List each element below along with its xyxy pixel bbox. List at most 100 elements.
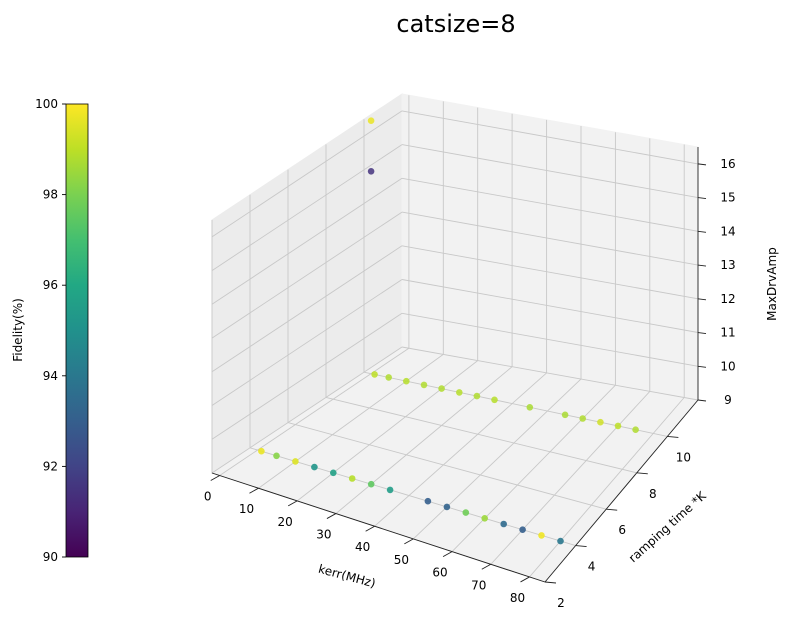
grid-x-floor — [335, 366, 513, 514]
data-point — [579, 415, 586, 422]
grid-z-back — [401, 279, 699, 333]
grid-x-floor — [451, 384, 616, 552]
data-point — [292, 458, 299, 465]
y-tick-mark — [667, 435, 679, 438]
grid-z-left — [211, 245, 403, 373]
data-point — [456, 389, 463, 396]
x-tick-mark — [481, 563, 492, 570]
x-tick-mark — [326, 513, 337, 519]
grid-z-left — [211, 211, 403, 339]
data-point — [462, 509, 470, 516]
z-tick-mark — [697, 163, 707, 166]
axis-lines — [211, 147, 699, 583]
x-tick-label: 40 — [355, 540, 370, 554]
z-tick-mark — [697, 365, 707, 368]
chart-title: catsize=8 — [396, 10, 515, 38]
grid-x-floor — [412, 378, 582, 540]
grid-z-back — [401, 245, 699, 300]
data-point — [538, 532, 545, 539]
z-tick-mark — [697, 264, 707, 267]
grid-z-left — [211, 279, 403, 406]
data-point — [597, 418, 604, 426]
x-tick-label: 30 — [316, 528, 331, 542]
z-tick-label: 12 — [720, 292, 735, 306]
colorbar-ticks: 90 92 94 96 98 100 — [35, 97, 66, 564]
z-tick-mark — [697, 298, 707, 301]
x-tick-label: 0 — [204, 490, 212, 504]
grid-z-left — [211, 346, 403, 474]
data-point — [311, 463, 318, 471]
data-point — [481, 515, 489, 522]
grid-y-floor — [287, 422, 607, 510]
grid-z-left — [211, 177, 403, 305]
grid-lines — [211, 95, 699, 583]
data-point — [386, 486, 394, 494]
x-tick-mark — [210, 475, 220, 481]
axis-panes — [210, 93, 699, 583]
data-point — [385, 374, 393, 381]
x-tick-mark — [520, 576, 530, 583]
grid-x-floor — [258, 354, 444, 489]
y-tick-label: 6 — [618, 523, 626, 537]
x-tick-mark — [404, 538, 414, 545]
colorbar-tick-label: 96 — [43, 278, 58, 292]
grid-z-back — [401, 144, 699, 199]
data-point — [526, 404, 534, 411]
grid-z-back — [401, 110, 699, 165]
data-point — [348, 475, 356, 482]
x-tick-mark — [442, 551, 453, 557]
z-tick-mark — [697, 399, 707, 402]
grid-z-back — [401, 346, 699, 401]
data-point — [424, 497, 432, 505]
data-point — [367, 168, 375, 175]
y-axis-line — [544, 399, 699, 583]
y-tick-mark — [544, 581, 557, 584]
y-tick-mark — [575, 545, 587, 548]
data-point — [500, 520, 508, 528]
z-tick-label: 16 — [720, 157, 735, 171]
y-tick-label: 4 — [588, 560, 596, 574]
colorbar-tick-label: 92 — [43, 459, 58, 473]
colorbar-tick-label: 98 — [43, 188, 58, 202]
tick-labels: 0 10 20 30 40 50 60 70 80 2 4 6 8 10 9 10 11 12 13 14 15 16 — [204, 157, 736, 610]
grid-z-left — [211, 312, 403, 440]
z-axis-label: MaxDrvAmp — [765, 247, 779, 321]
z-tick-label: 11 — [720, 326, 735, 340]
x-tick-label: 20 — [278, 515, 293, 529]
data-point — [632, 426, 639, 434]
z-tick-label: 13 — [720, 258, 735, 272]
y-tick-mark — [606, 508, 618, 511]
data-point — [473, 392, 481, 400]
data-point — [614, 422, 622, 430]
data-point — [420, 381, 428, 389]
z-tick-label: 9 — [724, 393, 732, 407]
data-point — [330, 469, 337, 477]
colorbar-label: Fidelity(%) — [11, 298, 25, 362]
x-axis-line — [211, 472, 546, 583]
y-tick-label: 8 — [649, 487, 657, 501]
y-tick-mark — [636, 472, 648, 475]
z-tick-mark — [697, 197, 707, 200]
grid-z-back — [401, 211, 699, 266]
data-point — [561, 411, 569, 419]
x-tick-label: 60 — [432, 566, 447, 580]
grid-z-back — [401, 312, 699, 367]
data-point — [557, 537, 564, 545]
x-tick-label: 70 — [471, 578, 486, 592]
grid-x-floor — [296, 360, 478, 502]
data-point — [491, 396, 498, 404]
grid-z-left — [211, 144, 403, 271]
x-tick-mark — [365, 525, 375, 532]
z-tick-label: 10 — [720, 359, 735, 373]
x-tick-mark — [287, 500, 298, 507]
data-point — [438, 385, 445, 392]
y-tick-label: 2 — [557, 596, 565, 610]
colorbar-tick-label: 94 — [43, 369, 58, 383]
grid-x-floor — [219, 347, 410, 476]
data-point — [443, 503, 451, 511]
data-point — [519, 526, 526, 533]
z-tick-label: 15 — [720, 191, 735, 205]
data-points — [258, 117, 639, 545]
x-tick-label: 50 — [394, 553, 409, 567]
